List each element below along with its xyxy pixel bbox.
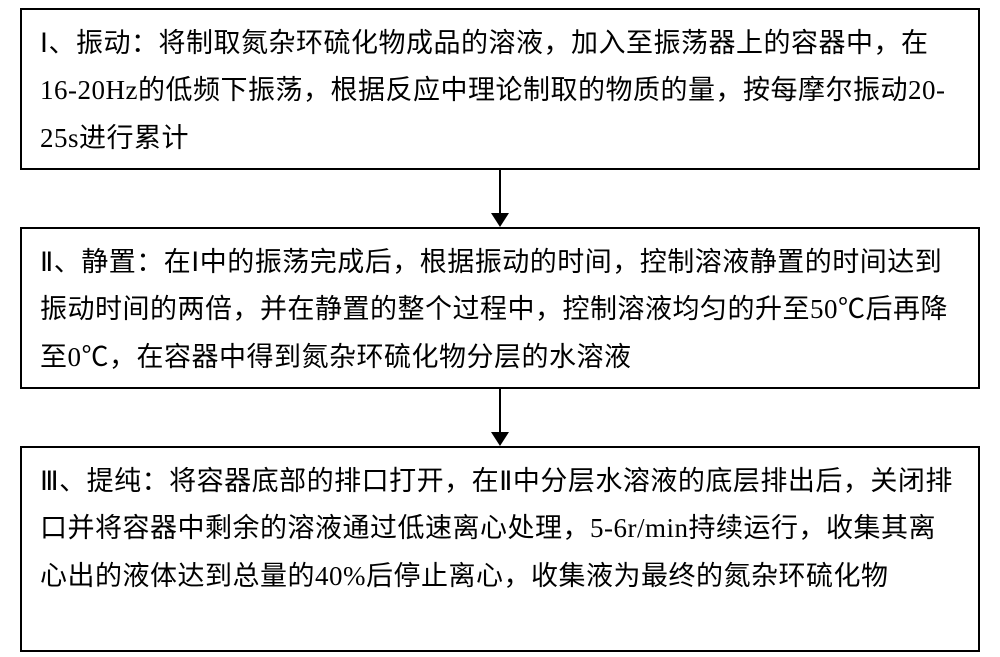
flowchart-step-3-text: Ⅲ、提纯：将容器底部的排口打开，在Ⅱ中分层水溶液的底层排出后，关闭排口并将容器中… bbox=[40, 458, 960, 600]
flowchart-step-1: Ⅰ、振动：将制取氮杂环硫化物成品的溶液，加入至振荡器上的容器中，在16-20Hz… bbox=[20, 8, 980, 170]
flowchart-step-3: Ⅲ、提纯：将容器底部的排口打开，在Ⅱ中分层水溶液的底层排出后，关闭排口并将容器中… bbox=[20, 446, 980, 652]
flowchart-canvas: Ⅰ、振动：将制取氮杂环硫化物成品的溶液，加入至振荡器上的容器中，在16-20Hz… bbox=[0, 0, 1000, 657]
flowchart-step-1-text: Ⅰ、振动：将制取氮杂环硫化物成品的溶液，加入至振荡器上的容器中，在16-20Hz… bbox=[40, 20, 960, 162]
flowchart-step-2: Ⅱ、静置：在Ⅰ中的振荡完成后，根据振动的时间，控制溶液静置的时间达到振动时间的两… bbox=[20, 227, 980, 389]
flowchart-step-2-text: Ⅱ、静置：在Ⅰ中的振荡完成后，根据振动的时间，控制溶液静置的时间达到振动时间的两… bbox=[40, 239, 960, 381]
